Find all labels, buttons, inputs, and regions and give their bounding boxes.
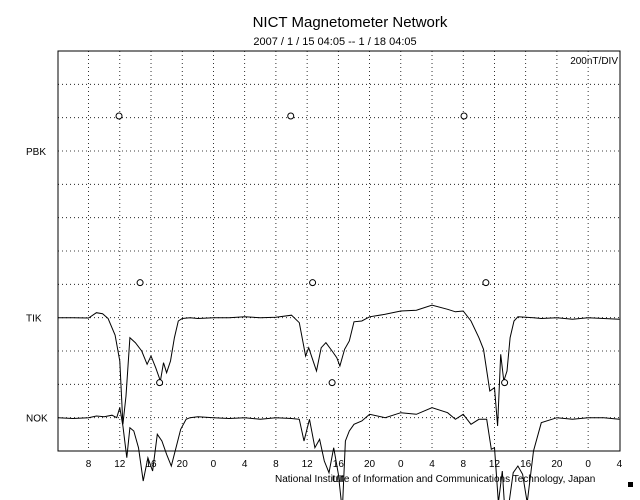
- station-labels: PBK TIK NOK: [26, 147, 48, 425]
- marker-tik: [309, 279, 317, 287]
- marker-tik: [482, 279, 490, 287]
- x-tick-label: 0: [398, 459, 404, 470]
- marker-nok: [328, 379, 336, 387]
- scale-label: 200nT/DIV: [570, 56, 618, 67]
- x-tick-label: 16: [145, 459, 157, 470]
- marker-nok: [156, 379, 164, 387]
- station-label-pbk: PBK: [26, 147, 46, 158]
- markers: [115, 112, 509, 387]
- x-tick-label: 8: [86, 459, 92, 470]
- x-tick-label: 12: [489, 459, 501, 470]
- x-tick-label: 4: [242, 459, 248, 470]
- station-label-nok: NOK: [26, 414, 48, 425]
- x-tick-label: 20: [177, 459, 189, 470]
- grid: [58, 51, 620, 451]
- ut-label: UT: [332, 474, 344, 484]
- x-tick-labels: 8 12 16 20 0 4 8 12 16 20 0 4 8 12 16 20 0 4: [86, 459, 623, 470]
- chart-title: NICT Magnetometer Network: [253, 14, 448, 31]
- x-tick-label: 16: [520, 459, 532, 470]
- x-tick-label: 8: [460, 459, 466, 470]
- x-tick-label: 20: [364, 459, 376, 470]
- x-tick-label: 16: [333, 459, 345, 470]
- x-tick-label: 12: [302, 459, 314, 470]
- marker-tik: [136, 279, 144, 287]
- x-tick-label: 8: [273, 459, 279, 470]
- x-tick-label: 20: [551, 459, 563, 470]
- marker-pbk: [115, 112, 123, 120]
- x-tick-label: 0: [211, 459, 217, 470]
- marker-nok: [501, 379, 509, 387]
- marker-pbk: [287, 112, 295, 120]
- station-label-tik: TIK: [26, 314, 42, 325]
- corner-mark: [628, 482, 633, 487]
- x-tick-label: 0: [585, 459, 591, 470]
- marker-pbk: [460, 112, 468, 120]
- traces: [58, 304, 620, 500]
- date-range: 2007 / 1 / 15 04:05 -- 1 / 18 04:05: [253, 36, 416, 48]
- x-tick-label: 4: [429, 459, 435, 470]
- trace-nok: [58, 407, 620, 500]
- x-tick-label: 4: [617, 459, 623, 470]
- credit-text: National Institute of Information and Co…: [275, 474, 595, 485]
- x-tick-label: 12: [114, 459, 126, 470]
